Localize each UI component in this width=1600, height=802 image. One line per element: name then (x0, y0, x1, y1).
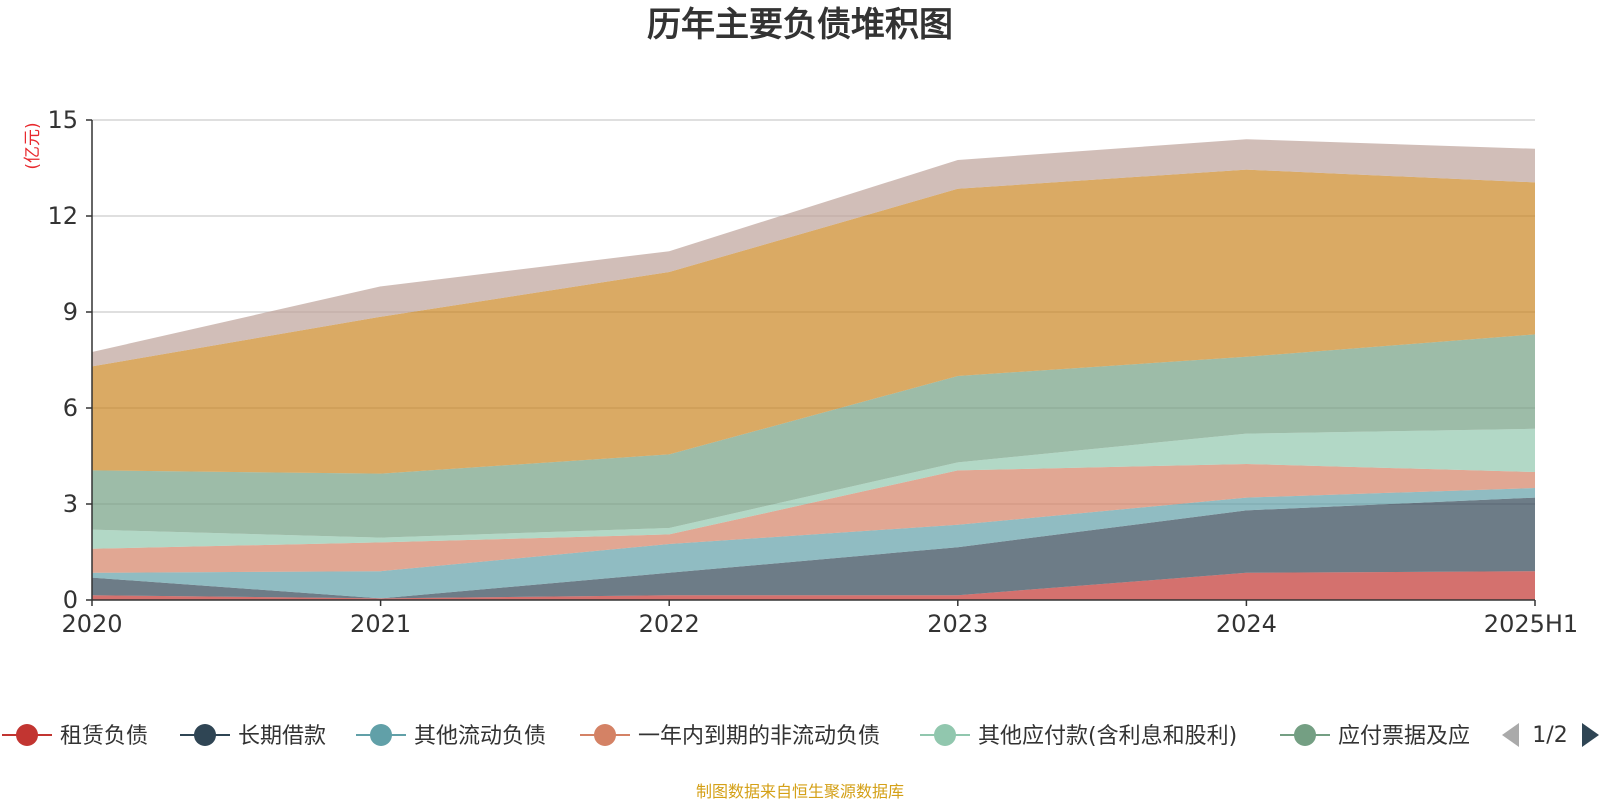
legend-item[interactable]: 其他应付款(含利息和股利) (920, 724, 1237, 749)
x-tick-label: 2025H1 (1484, 610, 1578, 638)
legend-items: 租赁负债 长期借款 其他流动负债 一年内到期的非流动负债 其他应付款(含利息和股利) 应付… (2, 724, 1470, 749)
x-tick-label: 2023 (927, 610, 988, 638)
legend-dot-icon (370, 724, 392, 746)
legend-item[interactable]: 长期借款 (180, 724, 326, 749)
y-tick-label: 3 (63, 490, 78, 518)
axis-layer: 0 3 6 9 12 15 2020 2021 2022 2023 2024 2025H1 (47, 106, 1578, 638)
legend-next-icon[interactable] (1582, 723, 1599, 747)
legend-item[interactable]: 其他流动负债 (356, 724, 546, 749)
legend-dot-icon (1294, 724, 1316, 746)
y-tick-label: 9 (63, 298, 78, 326)
legend: 租赁负债 长期借款 其他流动负债 一年内到期的非流动负债 其他应付款(含利息和股利) 应付… (2, 723, 1599, 749)
area-series-3 (92, 488, 1535, 599)
area-series-2 (92, 497, 1535, 599)
area-series-8 (92, 139, 1535, 367)
legend-dot-icon (194, 724, 216, 746)
x-tick-label: 2021 (350, 610, 411, 638)
legend-dot-icon (16, 724, 38, 746)
legend-prev-icon[interactable] (1502, 723, 1519, 747)
legend-label: 租赁负债 (60, 724, 148, 749)
area-series-1 (92, 571, 1535, 600)
x-tick-label: 2024 (1216, 610, 1277, 638)
area-series-4 (92, 464, 1535, 573)
legend-label: 应付票据及应 (1338, 724, 1470, 749)
area-series-5 (92, 428, 1535, 549)
y-axis-title: (亿元) (23, 122, 43, 169)
x-tick-label: 2022 (639, 610, 700, 638)
y-tick-label: 0 (63, 586, 78, 614)
chart-title: 历年主要负债堆积图 (647, 5, 953, 45)
x-tick-label: 2020 (61, 610, 122, 638)
y-tick-label: 6 (63, 394, 78, 422)
y-tick-label: 15 (47, 106, 78, 134)
legend-label: 长期借款 (238, 724, 326, 749)
legend-dot-icon (594, 724, 616, 746)
legend-label: 一年内到期的非流动负债 (638, 724, 880, 749)
legend-label: 其他流动负债 (414, 724, 546, 749)
area-series-6 (92, 334, 1535, 538)
area-layer (92, 139, 1535, 600)
legend-label: 其他应付款(含利息和股利) (978, 724, 1237, 749)
legend-page-indicator: 1/2 (1532, 723, 1567, 748)
legend-dot-icon (934, 724, 956, 746)
area-series-7 (92, 169, 1535, 474)
legend-item[interactable]: 租赁负债 (2, 724, 148, 749)
y-tick-label: 12 (47, 202, 78, 230)
legend-item[interactable]: 应付票据及应 (1280, 724, 1470, 749)
legend-item[interactable]: 一年内到期的非流动负债 (580, 724, 880, 749)
source-note: 制图数据来自恒生聚源数据库 (695, 782, 904, 801)
